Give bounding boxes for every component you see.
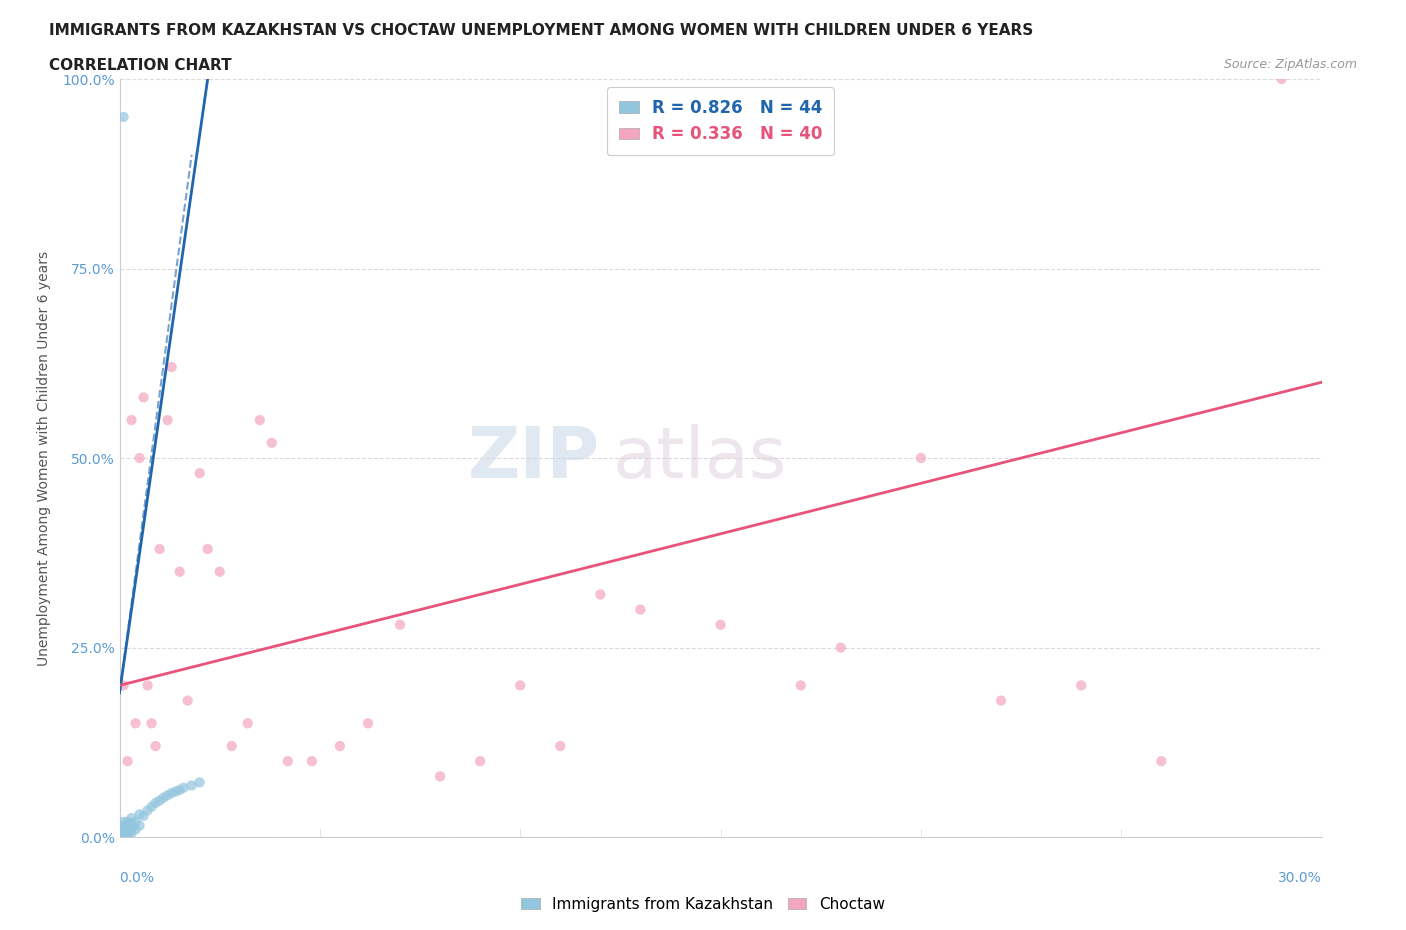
Point: [112, 829, 135, 844]
Point: [429, 769, 451, 784]
Point: [112, 825, 135, 840]
Point: [221, 738, 243, 753]
Point: [136, 678, 159, 693]
Point: [180, 778, 202, 793]
Point: [117, 828, 139, 843]
Point: [121, 811, 143, 826]
Point: [117, 815, 139, 830]
Point: [121, 826, 143, 841]
Point: [388, 618, 412, 632]
Point: [830, 640, 852, 655]
Point: [589, 587, 612, 602]
Point: [277, 753, 299, 768]
Point: [121, 816, 143, 830]
Point: [128, 818, 150, 833]
Point: [145, 738, 167, 753]
Y-axis label: Unemployment Among Women with Children Under 6 years: Unemployment Among Women with Children U…: [37, 250, 51, 666]
Point: [112, 829, 135, 844]
Point: [136, 803, 159, 817]
Point: [790, 678, 813, 693]
Point: [128, 451, 150, 466]
Point: [149, 793, 172, 808]
Point: [141, 716, 163, 731]
Point: [149, 541, 172, 556]
Point: [112, 822, 135, 837]
Text: CORRELATION CHART: CORRELATION CHART: [49, 58, 232, 73]
Point: [249, 413, 271, 428]
Point: [112, 815, 135, 830]
Point: [132, 808, 155, 823]
Point: [112, 828, 135, 843]
Legend: R = 0.826   N = 44, R = 0.336   N = 40: R = 0.826 N = 44, R = 0.336 N = 40: [607, 87, 834, 155]
Point: [260, 435, 283, 450]
Point: [1150, 753, 1173, 768]
Point: [1070, 678, 1092, 693]
Point: [121, 413, 143, 428]
Point: [176, 693, 198, 708]
Point: [145, 795, 167, 810]
Text: 30.0%: 30.0%: [1278, 871, 1322, 885]
Point: [117, 826, 139, 841]
Point: [112, 829, 135, 844]
Text: Source: ZipAtlas.com: Source: ZipAtlas.com: [1223, 58, 1357, 71]
Point: [160, 360, 183, 375]
Point: [124, 716, 146, 731]
Text: atlas: atlas: [613, 423, 787, 493]
Point: [112, 818, 135, 833]
Legend: Immigrants from Kazakhstan, Choctaw: Immigrants from Kazakhstan, Choctaw: [515, 891, 891, 918]
Point: [117, 822, 139, 837]
Text: ZIP: ZIP: [468, 423, 600, 493]
Point: [990, 693, 1012, 708]
Point: [124, 822, 146, 837]
Point: [169, 782, 191, 797]
Text: 0.0%: 0.0%: [120, 871, 155, 885]
Point: [117, 823, 139, 838]
Point: [550, 738, 572, 753]
Point: [301, 753, 323, 768]
Point: [112, 826, 135, 841]
Point: [208, 565, 231, 579]
Point: [124, 815, 146, 830]
Point: [630, 603, 652, 618]
Text: IMMIGRANTS FROM KAZAKHSTAN VS CHOCTAW UNEMPLOYMENT AMONG WOMEN WITH CHILDREN UND: IMMIGRANTS FROM KAZAKHSTAN VS CHOCTAW UN…: [49, 23, 1033, 38]
Point: [132, 390, 155, 405]
Point: [910, 451, 932, 466]
Point: [112, 828, 135, 843]
Point: [197, 541, 219, 556]
Point: [141, 799, 163, 814]
Point: [169, 565, 191, 579]
Point: [156, 788, 179, 803]
Point: [112, 110, 135, 125]
Point: [112, 829, 135, 844]
Point: [112, 820, 135, 835]
Point: [236, 716, 259, 731]
Point: [117, 753, 139, 768]
Point: [173, 780, 195, 795]
Point: [156, 413, 179, 428]
Point: [112, 823, 135, 838]
Point: [709, 618, 731, 632]
Point: [152, 790, 174, 805]
Point: [1271, 72, 1294, 86]
Point: [112, 829, 135, 844]
Point: [121, 822, 143, 837]
Point: [188, 466, 211, 481]
Point: [329, 738, 352, 753]
Point: [188, 775, 211, 790]
Point: [128, 807, 150, 822]
Point: [468, 753, 492, 768]
Point: [160, 786, 183, 801]
Point: [357, 716, 380, 731]
Point: [509, 678, 531, 693]
Point: [165, 784, 187, 799]
Point: [117, 829, 139, 844]
Point: [112, 678, 135, 693]
Point: [117, 818, 139, 833]
Point: [112, 827, 135, 842]
